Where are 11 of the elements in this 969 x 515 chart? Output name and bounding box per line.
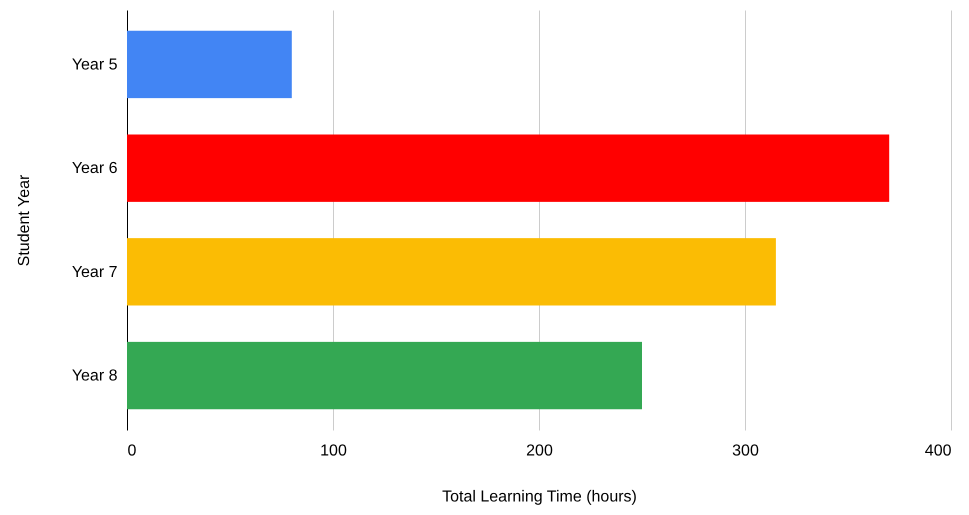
y-axis-title: Student Year: [16, 174, 33, 266]
x-tick-label: 100: [320, 442, 347, 460]
y-tick-label: Year 8: [72, 368, 118, 385]
x-tick-label: 200: [526, 442, 553, 460]
y-tick-label: Year 5: [72, 56, 118, 74]
x-tick-label: 400: [924, 442, 952, 460]
x-tick-label: 300: [732, 442, 759, 460]
y-tick-label: Year 6: [72, 160, 118, 178]
x-tick-label: 0: [128, 442, 136, 460]
x-axis-title: Total Learning Time (hours): [442, 488, 637, 506]
y-tick-label: Year 7: [72, 264, 118, 281]
